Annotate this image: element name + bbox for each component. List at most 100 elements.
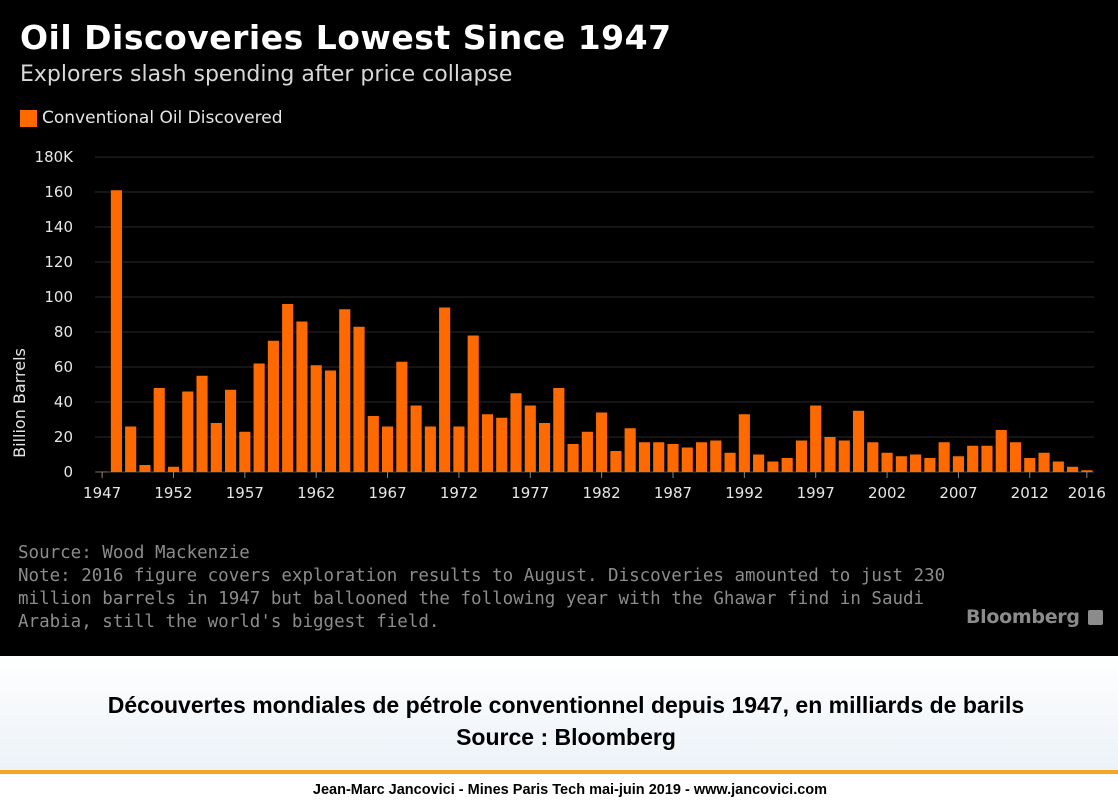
bar-1971 <box>439 307 451 472</box>
bar-2004 <box>910 454 922 472</box>
chart-title: Oil Discoveries Lowest Since 1947 <box>20 18 672 57</box>
bar-1976 <box>510 393 522 472</box>
bar-2006 <box>938 442 950 472</box>
bar-1963 <box>324 370 337 472</box>
bar-1948 <box>110 190 122 472</box>
x-tick-label: 1962 <box>297 484 335 502</box>
y-tick-label: 80 <box>54 323 73 341</box>
bar-1992 <box>738 414 750 472</box>
note-line-2: million barrels in 1947 but ballooned th… <box>18 589 925 609</box>
legend-label: Conventional Oil Discovered <box>42 108 283 128</box>
bar-2015 <box>1067 466 1079 472</box>
bar-1981 <box>581 431 593 472</box>
y-tick-label: 60 <box>54 358 73 376</box>
bar-2009 <box>981 445 993 472</box>
y-tick-label: 100 <box>44 288 73 306</box>
bar-1950 <box>139 465 151 472</box>
bar-2011 <box>1009 442 1022 472</box>
bar-1984 <box>624 428 636 472</box>
bar-2001 <box>867 442 879 472</box>
x-tick-label: 1972 <box>440 484 478 502</box>
x-tick-label: 1947 <box>83 484 121 502</box>
bar-1958 <box>253 363 265 472</box>
x-tick-label: 1997 <box>797 484 835 502</box>
bar-2014 <box>1052 461 1064 472</box>
bar-1956 <box>225 389 237 472</box>
bloomberg-icon <box>1087 609 1103 625</box>
bar-1979 <box>553 388 565 472</box>
bar-1987 <box>667 444 679 472</box>
x-tick-label: 1977 <box>511 484 549 502</box>
y-tick-label: 20 <box>54 428 73 446</box>
y-axis: 0 20 40 60 80 100 120 140 160 180K <box>35 148 75 481</box>
bar-1968 <box>396 361 408 472</box>
x-tick-label: 1957 <box>226 484 264 502</box>
bar-2016 <box>1081 470 1093 472</box>
bar-1962 <box>310 365 322 472</box>
x-tick-label: 1987 <box>654 484 692 502</box>
x-tick-label: 1982 <box>583 484 621 502</box>
bar-1988 <box>681 447 693 472</box>
note-line-3: Arabia, still the world's biggest field. <box>18 612 440 632</box>
x-tick-label: 1952 <box>154 484 192 502</box>
x-tick-label: 1967 <box>368 484 406 502</box>
x-tick-label: 2007 <box>939 484 977 502</box>
bloomberg-logo: Bloomberg <box>966 606 1103 628</box>
y-tick-label: 140 <box>44 218 73 236</box>
bar-1977 <box>524 405 536 472</box>
grid-lines <box>95 156 1094 473</box>
bar-1951 <box>153 388 165 472</box>
bar-1980 <box>567 444 579 472</box>
bar-1969 <box>410 405 422 472</box>
bar-1970 <box>424 426 436 472</box>
bar-1957 <box>239 431 251 472</box>
bar-1994 <box>767 461 779 472</box>
bar-1997 <box>810 405 822 472</box>
bar-1953 <box>182 391 194 472</box>
bar-1989 <box>695 442 708 472</box>
bar-1991 <box>724 452 736 472</box>
bar-1959 <box>267 340 279 472</box>
legend-swatch <box>20 109 37 127</box>
y-tick-label: 120 <box>44 253 73 271</box>
chart-subtitle: Explorers slash spending after price col… <box>20 62 513 87</box>
footer-credit: Jean-Marc Jancovici - Mines Paris Tech m… <box>312 782 828 798</box>
bar-1949 <box>125 426 137 472</box>
bar-1960 <box>282 304 294 472</box>
y-tick-label: 180K <box>35 148 75 166</box>
bars <box>96 190 1093 473</box>
bar-1993 <box>753 454 765 472</box>
bar-2007 <box>952 456 964 472</box>
legend: Conventional Oil Discovered <box>20 108 282 128</box>
bar-1998 <box>824 437 836 472</box>
bar-1965 <box>353 326 365 472</box>
bar-1947 <box>96 471 108 473</box>
bar-1996 <box>795 440 807 472</box>
bar-1986 <box>653 442 665 472</box>
note-line-1: Note: 2016 figure covers exploration res… <box>18 566 946 586</box>
bar-1964 <box>339 309 351 472</box>
y-tick-label: 0 <box>63 463 73 481</box>
chart-panel: Oil Discoveries Lowest Since 1947 Explor… <box>0 0 1118 656</box>
x-tick-label: 2002 <box>868 484 906 502</box>
x-tick-label: 2012 <box>1011 484 1049 502</box>
bar-1995 <box>781 458 793 472</box>
bar-1952 <box>167 466 180 472</box>
y-tick-label: 160 <box>44 183 73 201</box>
bloomberg-wordmark: Bloomberg <box>966 606 1080 628</box>
bar-2002 <box>881 452 893 472</box>
bar-2003 <box>895 456 907 472</box>
bar-1966 <box>367 416 379 472</box>
y-axis-label: Billion Barrels <box>10 348 29 458</box>
y-tick-label: 40 <box>54 393 73 411</box>
caption-source: Source : Bloomberg <box>456 724 676 750</box>
bar-1982 <box>596 412 608 472</box>
bar-2008 <box>967 445 979 472</box>
bar-1955 <box>210 423 222 472</box>
bar-2012 <box>1024 458 1036 472</box>
bar-1985 <box>638 442 651 472</box>
bar-chart: 0 20 40 60 80 100 120 140 160 180K 1947 1952 1957 19… <box>10 148 1106 502</box>
footer-divider <box>0 770 1118 774</box>
bar-2005 <box>924 458 936 472</box>
bar-1990 <box>710 440 722 472</box>
